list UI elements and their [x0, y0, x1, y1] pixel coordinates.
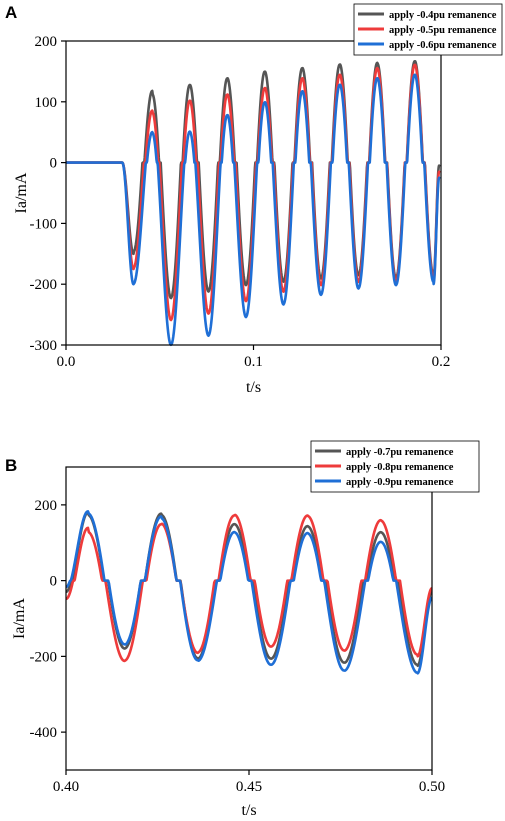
y-tick-label: -200 — [30, 649, 58, 665]
series-group — [66, 59, 441, 347]
legend-entry: apply -0.9pu remanence — [346, 477, 454, 488]
legend-entry: apply -0.8pu remanence — [346, 462, 454, 473]
series-line-3 — [66, 510, 432, 675]
y-tick-label: 200 — [35, 34, 58, 50]
x-tick-label: 0.50 — [419, 779, 445, 795]
panel-label: A — [5, 3, 17, 22]
y-axis-label: Ia/mA — [13, 172, 30, 213]
plot-frame — [65, 466, 433, 771]
y-tick-label: 0 — [50, 156, 58, 172]
legend-entry: apply -0.4pu remanence — [389, 10, 497, 21]
y-tick-label: -100 — [30, 216, 58, 232]
y-tick-label: -400 — [30, 725, 58, 741]
chart-panel-a: A 0.0 0.1 0.2 200 100 0 -100 -200 -300 t/s Ia/mA app… — [5, 3, 503, 396]
x-tick-label: 0.2 — [432, 354, 451, 370]
y-axis-label: Ia/mA — [11, 598, 28, 639]
y-tick-label: 200 — [35, 498, 58, 514]
legend-entry: apply -0.7pu remanence — [346, 447, 454, 458]
x-tick-label: 0.40 — [53, 779, 79, 795]
panel-label: B — [5, 456, 17, 475]
series-line-3 — [66, 73, 441, 347]
x-axis-label: t/s — [241, 802, 256, 819]
legend-entry: apply -0.6pu remanence — [389, 40, 497, 51]
y-tick-label: -200 — [30, 277, 58, 293]
y-tick-label: 100 — [35, 95, 58, 111]
x-tick-label: 0.1 — [244, 354, 263, 370]
y-tick-label: 0 — [50, 574, 58, 590]
series-line-2 — [66, 513, 432, 663]
chart-panel-b: B 0.40 0.45 0.50 200 0 -200 -400 t/s Ia/mA apply -… — [5, 440, 480, 819]
series-group — [66, 510, 432, 675]
legend-entry: apply -0.5pu remanence — [389, 25, 497, 36]
x-axis-label: t/s — [246, 379, 261, 396]
y-tick-label: -300 — [30, 338, 58, 354]
x-tick-label: 0.45 — [236, 779, 262, 795]
x-tick-label: 0.0 — [57, 354, 76, 370]
legend: apply -0.7pu remanence apply -0.8pu reman… — [310, 440, 480, 493]
legend: apply -0.4pu remanence apply -0.5pu reman… — [353, 3, 503, 56]
